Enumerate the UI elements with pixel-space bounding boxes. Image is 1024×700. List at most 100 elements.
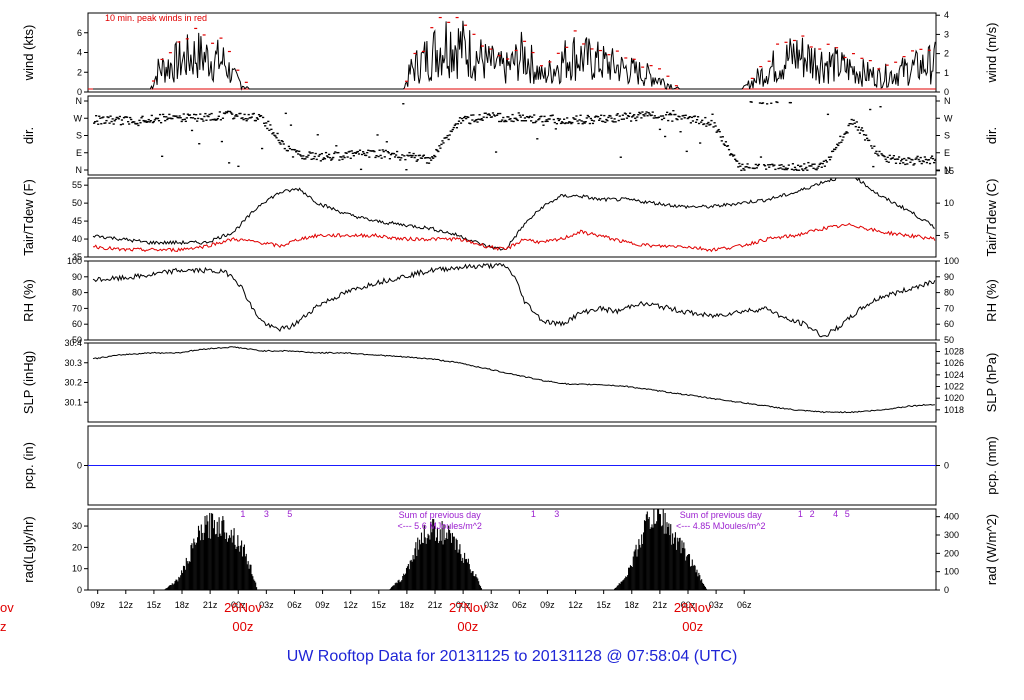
rad-bar	[696, 569, 698, 590]
rad-bar	[247, 561, 249, 590]
dir-point	[580, 120, 583, 122]
dir-point	[398, 156, 401, 159]
dir-point	[441, 140, 444, 142]
dir-point	[583, 122, 586, 124]
dir-point	[111, 118, 114, 120]
rad-bar	[689, 566, 691, 590]
dir-point	[333, 152, 336, 155]
dir-point	[350, 150, 353, 152]
wind-peak-mark	[548, 61, 552, 63]
dir-point	[98, 115, 101, 117]
rad-bar	[242, 546, 245, 590]
dir-point	[117, 118, 120, 120]
rad-bar	[441, 521, 443, 590]
dir-point	[375, 155, 378, 157]
rad-bar	[190, 545, 192, 590]
rad-annotation: Sum of previous day	[399, 510, 482, 520]
dir-point	[311, 152, 314, 154]
dir-point	[357, 153, 361, 155]
rad-bar	[211, 513, 214, 590]
rad-bar	[470, 572, 472, 590]
dir-point	[383, 156, 386, 158]
marks-wind	[88, 16, 936, 91]
ytick-right-label: 0	[944, 461, 949, 471]
rad-bar	[434, 525, 436, 590]
rad-bar	[694, 565, 696, 590]
rad-bar	[240, 545, 242, 590]
rad-bar	[454, 549, 456, 590]
dir-point	[927, 159, 931, 161]
dir-point	[837, 144, 840, 147]
dir-point	[574, 118, 577, 120]
rad-bar	[176, 579, 178, 590]
ytick-left-label: 0	[77, 461, 82, 471]
rad-bar	[218, 517, 220, 590]
dir-point	[589, 117, 592, 120]
dir-point	[714, 125, 717, 127]
dir-point	[386, 151, 389, 153]
dir-point	[682, 114, 685, 117]
dir-point	[156, 117, 160, 120]
ytick-right-label: 3	[944, 29, 949, 39]
rad-bar	[657, 509, 659, 590]
dir-point	[687, 116, 690, 119]
dir-point	[876, 153, 879, 155]
dir-point	[356, 150, 360, 153]
rad-bar	[658, 513, 661, 590]
rad-bar	[692, 566, 694, 590]
rad-bar	[664, 512, 666, 590]
day-label-date: 26Nov	[224, 600, 262, 615]
ytick-right-label: 4	[944, 10, 949, 20]
dir-point	[235, 114, 238, 116]
dir-point	[919, 156, 922, 159]
rad-bar	[618, 583, 620, 590]
dir-point	[223, 112, 227, 115]
ytick-left-label: 30	[72, 521, 82, 531]
xtick-label: 21z	[653, 600, 668, 610]
rad-bar	[216, 521, 218, 590]
rad-bar	[687, 554, 689, 590]
dir-point	[366, 151, 369, 154]
rad-bar	[237, 535, 239, 590]
rad-bar	[207, 521, 209, 590]
rad-bar	[679, 537, 681, 590]
rad-bar	[625, 576, 627, 590]
dir-point	[597, 116, 600, 118]
dir-point	[436, 149, 439, 152]
rad-bar	[166, 588, 168, 590]
rad-bar	[239, 551, 241, 590]
dir-point	[810, 165, 813, 167]
dir-point	[433, 154, 436, 157]
wind-peak-mark	[919, 48, 923, 50]
ytick-left-label: E	[76, 148, 82, 158]
wind-peak-mark	[911, 50, 915, 52]
dir-point	[858, 132, 862, 134]
dir-point	[321, 158, 325, 161]
dir-point	[671, 120, 674, 122]
dir-point	[584, 121, 587, 123]
dir-point	[471, 119, 474, 121]
rad-bar	[680, 553, 682, 590]
rad-bar	[174, 581, 176, 590]
dir-point	[843, 133, 846, 135]
dir-point	[647, 111, 650, 114]
dir-point	[911, 159, 914, 161]
rad-bar	[414, 548, 416, 590]
rad-bar	[234, 544, 236, 590]
rad-bar	[425, 543, 427, 590]
dir-point	[99, 117, 102, 119]
rad-bar	[638, 539, 640, 590]
rad-bar	[243, 544, 245, 590]
dir-point	[866, 137, 869, 140]
rad-bar	[455, 538, 457, 590]
dir-point	[359, 168, 363, 171]
dir-point	[269, 124, 272, 126]
dir-point	[676, 118, 679, 121]
dir-point	[740, 169, 743, 172]
dir-point	[776, 101, 779, 104]
rad-bar	[411, 561, 413, 590]
dir-point	[95, 115, 98, 117]
ytick-right-label: 1018	[944, 405, 964, 415]
rad-bar	[429, 539, 431, 590]
ylabel-left-dir.: dir.	[21, 127, 36, 144]
